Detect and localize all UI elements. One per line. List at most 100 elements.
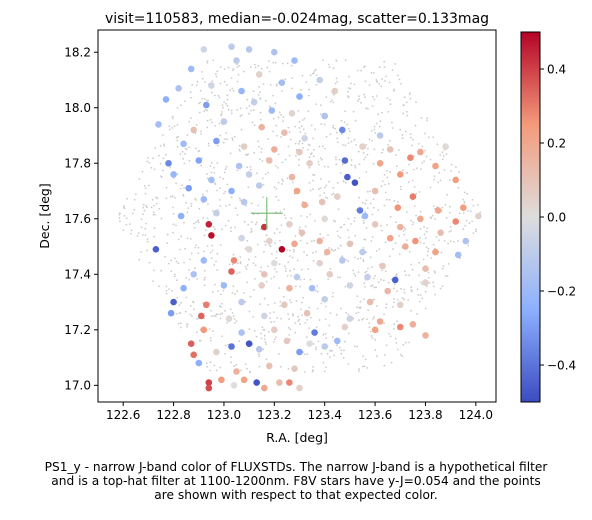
background-star bbox=[172, 213, 175, 215]
background-star bbox=[361, 318, 363, 321]
background-star bbox=[254, 66, 257, 69]
fluxstd-point bbox=[230, 382, 238, 389]
background-star bbox=[362, 355, 364, 358]
background-star bbox=[354, 217, 356, 219]
background-star bbox=[206, 61, 209, 64]
background-star bbox=[467, 210, 469, 212]
background-star bbox=[398, 253, 401, 256]
background-star bbox=[408, 250, 411, 253]
background-star bbox=[177, 135, 179, 138]
background-star bbox=[260, 332, 262, 335]
background-star bbox=[175, 182, 178, 185]
background-star bbox=[190, 202, 193, 205]
y-tick-label: 17.8 bbox=[64, 157, 91, 171]
background-star bbox=[290, 64, 293, 67]
caption-line-1: PS1_y - narrow J-band color of FLUXSTDs.… bbox=[44, 460, 548, 474]
background-star bbox=[364, 211, 366, 213]
background-star bbox=[320, 302, 323, 305]
background-star bbox=[215, 75, 218, 78]
background-star bbox=[387, 144, 389, 146]
background-star bbox=[347, 363, 350, 365]
background-star bbox=[347, 229, 349, 232]
fluxstd-point bbox=[359, 143, 366, 150]
background-star bbox=[464, 224, 467, 227]
background-star bbox=[260, 337, 263, 340]
fluxstd-point bbox=[261, 223, 268, 231]
background-star bbox=[269, 312, 271, 314]
background-star bbox=[142, 203, 145, 206]
background-star bbox=[353, 220, 356, 223]
background-star bbox=[335, 313, 338, 316]
background-star bbox=[303, 117, 306, 120]
fluxstd-point bbox=[271, 146, 278, 153]
background-star bbox=[229, 152, 232, 155]
background-star bbox=[158, 154, 160, 157]
background-star bbox=[406, 110, 408, 113]
background-star bbox=[303, 278, 306, 281]
fluxstd-point bbox=[359, 248, 366, 256]
background-star bbox=[141, 170, 144, 173]
background-star bbox=[309, 144, 311, 147]
background-star bbox=[389, 215, 392, 218]
background-star bbox=[299, 323, 302, 326]
fluxstd-point bbox=[293, 273, 301, 281]
background-star bbox=[406, 211, 408, 214]
background-star bbox=[346, 123, 349, 126]
background-star bbox=[186, 211, 189, 214]
background-star bbox=[354, 119, 357, 122]
background-star bbox=[176, 145, 179, 148]
fluxstd-point bbox=[376, 160, 384, 167]
background-star bbox=[386, 169, 388, 172]
background-star bbox=[381, 151, 383, 154]
background-star bbox=[184, 310, 187, 313]
background-star bbox=[209, 118, 212, 121]
background-star bbox=[162, 157, 165, 160]
background-star bbox=[219, 205, 222, 207]
background-star bbox=[297, 110, 300, 112]
caption-line-2: and is a top-hat filter at 1100-1200nm. … bbox=[51, 474, 541, 488]
background-star bbox=[331, 193, 333, 196]
fluxstd-point bbox=[286, 221, 293, 228]
background-star bbox=[190, 96, 192, 99]
background-star bbox=[399, 185, 402, 188]
background-star bbox=[190, 117, 192, 120]
background-star bbox=[288, 154, 291, 157]
background-star bbox=[310, 240, 313, 243]
background-star bbox=[332, 124, 335, 127]
background-star bbox=[283, 295, 285, 298]
background-star bbox=[232, 315, 235, 317]
fluxstd-point bbox=[255, 71, 263, 78]
background-star bbox=[298, 127, 301, 129]
background-star bbox=[221, 302, 223, 305]
background-star bbox=[313, 239, 315, 242]
background-star bbox=[275, 195, 278, 198]
background-star bbox=[328, 349, 331, 352]
background-star bbox=[400, 287, 402, 290]
background-star bbox=[415, 214, 417, 217]
background-star bbox=[449, 240, 452, 243]
background-star bbox=[211, 315, 213, 318]
background-star bbox=[384, 191, 387, 194]
background-star bbox=[226, 138, 229, 141]
background-star bbox=[289, 299, 291, 301]
background-star bbox=[253, 124, 256, 127]
background-star bbox=[371, 266, 373, 268]
background-star bbox=[284, 265, 286, 268]
fluxstd-point bbox=[233, 57, 240, 64]
background-star bbox=[265, 234, 268, 237]
background-star bbox=[326, 197, 329, 200]
background-star bbox=[469, 210, 472, 213]
fluxstd-point bbox=[281, 301, 288, 309]
fluxstd-point bbox=[293, 187, 301, 195]
background-star bbox=[172, 223, 175, 226]
background-star bbox=[207, 144, 210, 147]
background-star bbox=[402, 112, 405, 115]
background-star bbox=[380, 85, 383, 87]
background-star bbox=[317, 188, 320, 191]
background-star bbox=[335, 156, 337, 159]
background-star bbox=[353, 138, 356, 141]
background-star bbox=[395, 274, 397, 277]
background-star bbox=[447, 263, 450, 265]
background-star bbox=[366, 107, 369, 110]
background-star bbox=[194, 197, 197, 200]
